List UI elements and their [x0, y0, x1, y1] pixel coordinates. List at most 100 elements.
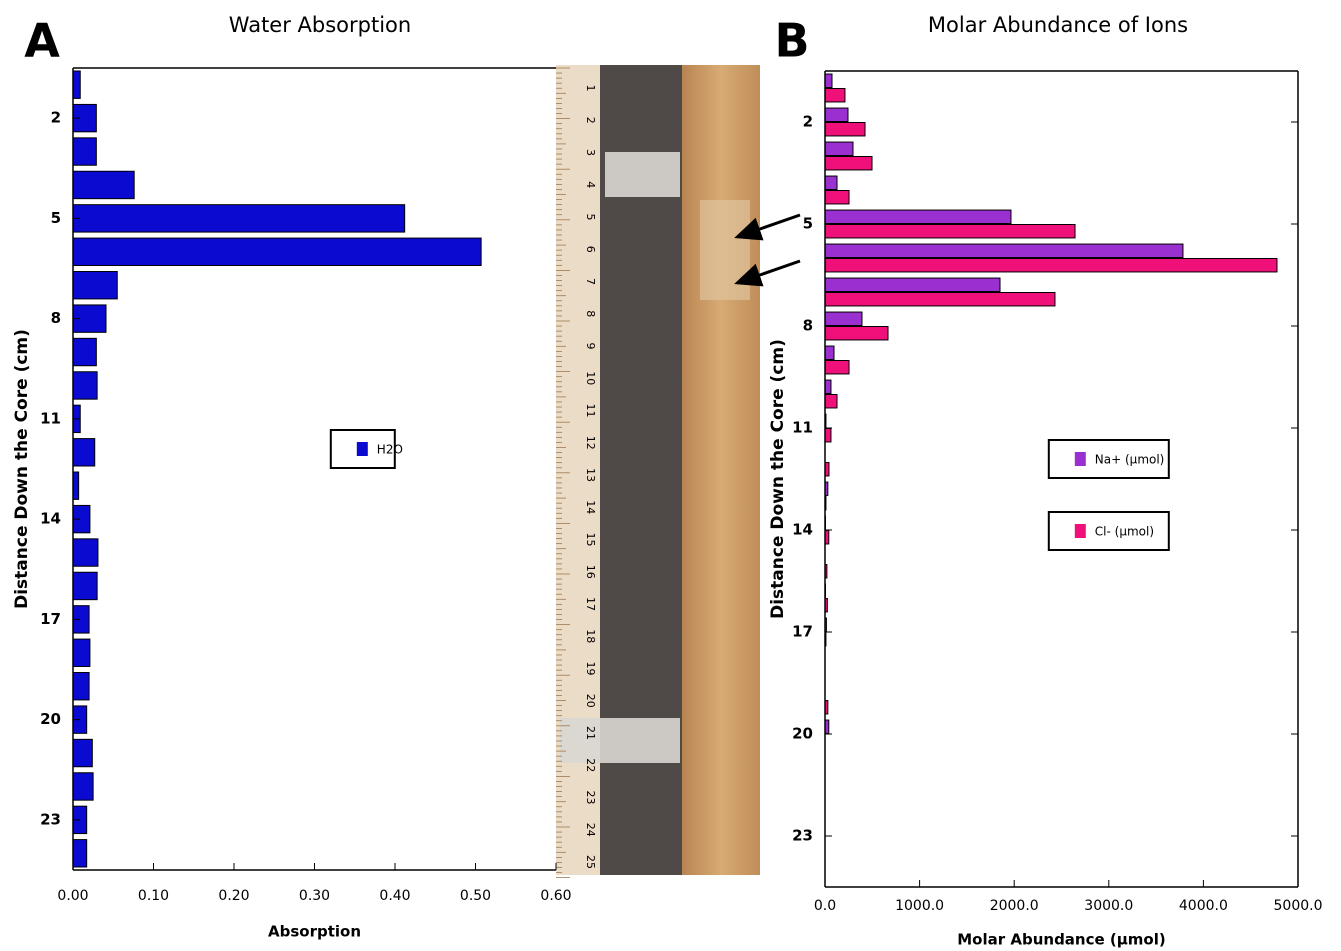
- bar: [72, 772, 94, 801]
- ruler-label: 7: [584, 278, 597, 285]
- bar: [72, 471, 80, 500]
- clip: [605, 152, 680, 197]
- arrow: [734, 213, 801, 241]
- bar: [72, 204, 406, 233]
- bar: [824, 277, 1001, 292]
- bar: [824, 428, 832, 443]
- bar: [72, 571, 98, 601]
- y-axis-label: Distance Down the Core (cm): [768, 339, 788, 619]
- x-tick-label: 0.10: [138, 888, 169, 904]
- bar: [824, 258, 1278, 273]
- ruler-label: 15: [584, 533, 597, 547]
- y-tick-label: 14: [40, 510, 61, 528]
- legend-swatch: [356, 442, 368, 456]
- chart-title: Water Absorption: [229, 13, 411, 37]
- x-tick-label: 0.20: [218, 888, 249, 904]
- x-axis-label: Molar Abundance (µmol): [957, 931, 1165, 949]
- bar: [824, 360, 850, 375]
- bar: [824, 88, 846, 103]
- core-photo: 1234567891011121314151617181920212223242…: [556, 65, 760, 878]
- pale-zone: [700, 200, 750, 300]
- bar: [72, 170, 135, 200]
- legend-box: [1047, 439, 1170, 479]
- legend-swatch: [1074, 452, 1086, 466]
- ruler-label: 22: [584, 758, 597, 772]
- ruler-label: 6: [584, 246, 597, 253]
- ruler-label: 16: [584, 565, 597, 579]
- legend-swatch: [1074, 524, 1086, 538]
- bar: [824, 73, 833, 89]
- y-tick-label: 20: [792, 725, 813, 743]
- ruler-label: 3: [584, 149, 597, 156]
- bar: [824, 190, 850, 205]
- bar: [72, 137, 97, 166]
- bar: [824, 394, 838, 409]
- ruler-label: 14: [584, 500, 597, 514]
- ruler-label: 18: [584, 629, 597, 643]
- bar: [72, 839, 88, 868]
- chart-title: Molar Abundance of Ions: [928, 13, 1188, 37]
- bar: [72, 438, 96, 467]
- legend-box: [1047, 511, 1170, 551]
- ruler-label: 12: [584, 436, 597, 450]
- bar: [824, 209, 1012, 225]
- x-tick-label: 2000.0: [990, 898, 1039, 914]
- x-tick-label: 0.0: [814, 898, 836, 914]
- x-tick-label: 3000.0: [1084, 898, 1133, 914]
- bar: [824, 345, 835, 360]
- bar: [72, 538, 99, 567]
- bar: [824, 292, 1056, 307]
- bar: [824, 107, 849, 123]
- legend-label: Cl- (µmol): [1095, 525, 1154, 539]
- y-tick-label: 14: [792, 521, 813, 539]
- ruler-label: 24: [584, 823, 597, 837]
- bar: [72, 237, 482, 266]
- x-tick-label: 0.00: [57, 888, 88, 904]
- y-tick-label: 2: [51, 109, 61, 127]
- ruler-label: 21: [584, 726, 597, 740]
- bar: [72, 337, 97, 367]
- bar: [824, 379, 832, 394]
- ruler-label: 9: [584, 343, 597, 350]
- y-tick-label: 5: [51, 209, 61, 227]
- bar: [72, 271, 118, 300]
- y-tick-label: 23: [40, 810, 61, 828]
- ruler-label: 23: [584, 791, 597, 805]
- ruler-label: 1: [584, 85, 597, 92]
- ruler-label: 10: [584, 371, 597, 385]
- bar: [824, 141, 854, 157]
- bar: [824, 326, 889, 341]
- ruler-label: 11: [584, 404, 597, 418]
- x-tick-label: 0.60: [540, 888, 571, 904]
- y-axis-label: Distance Down the Core (cm): [12, 329, 32, 609]
- arrow: [734, 259, 801, 287]
- ruler-label: 19: [584, 662, 597, 676]
- y-tick-label: 11: [792, 419, 813, 437]
- bar: [824, 243, 1184, 259]
- x-tick-label: 5000.0: [1274, 898, 1323, 914]
- legend-label: H2O: [377, 443, 403, 457]
- bar: [824, 311, 863, 326]
- y-tick-label: 2: [803, 113, 813, 131]
- x-tick-label: 0.50: [460, 888, 491, 904]
- ruler-label: 17: [584, 597, 597, 611]
- bar: [72, 672, 90, 701]
- bar: [72, 371, 98, 400]
- ruler-label: 13: [584, 468, 597, 482]
- bar: [72, 70, 81, 99]
- x-tick-label: 1000.0: [895, 898, 944, 914]
- bar: [824, 122, 866, 137]
- bar: [72, 638, 91, 667]
- y-tick-label: 23: [792, 827, 813, 845]
- y-tick-label: 11: [40, 409, 61, 427]
- panel-label: B: [774, 14, 809, 68]
- bar: [824, 175, 838, 191]
- legend-box: [329, 429, 396, 469]
- x-tick-label: 0.30: [299, 888, 330, 904]
- ruler-label: 4: [584, 181, 597, 188]
- y-tick-label: 17: [40, 610, 61, 628]
- legend-label: Na+ (µmol): [1095, 453, 1165, 467]
- ruler-label: 20: [584, 694, 597, 708]
- x-tick-label: 4000.0: [1179, 898, 1228, 914]
